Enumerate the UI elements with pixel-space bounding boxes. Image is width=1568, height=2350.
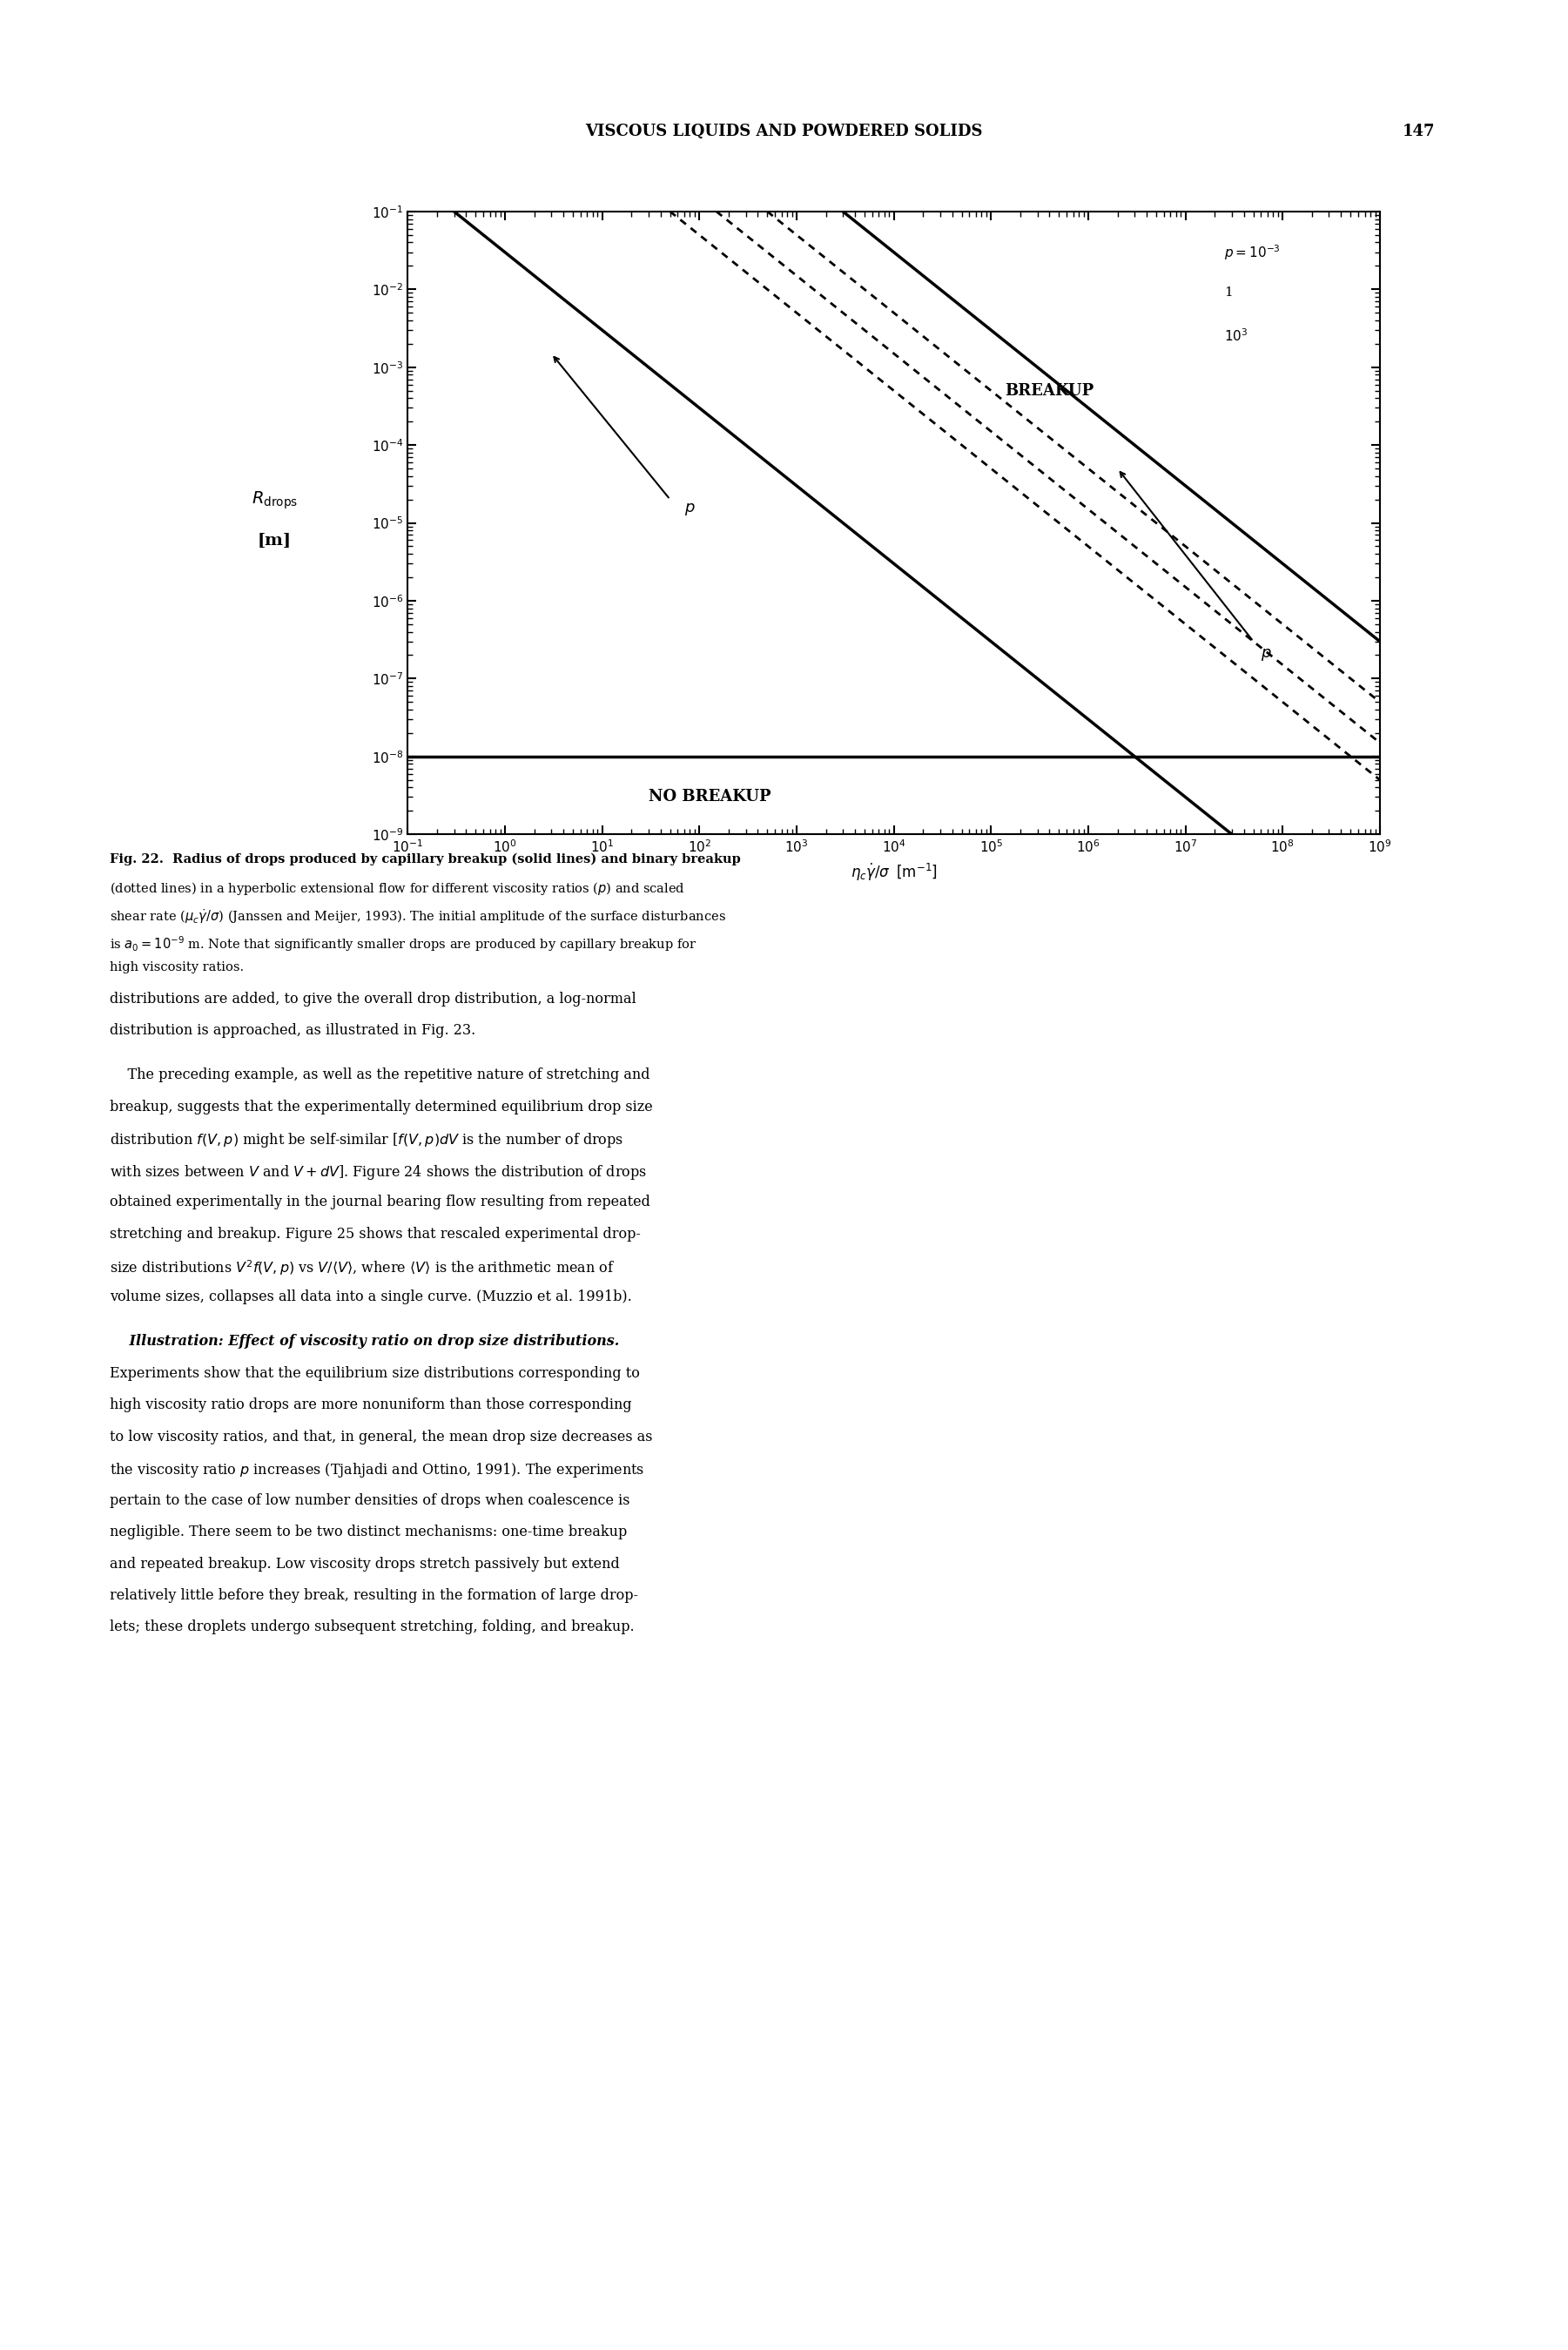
Text: $p = 10^{-3}$: $p = 10^{-3}$ — [1225, 242, 1281, 261]
Text: Illustration: Effect of viscosity ratio on drop size distributions.: Illustration: Effect of viscosity ratio … — [110, 1335, 619, 1349]
Text: $10^3$: $10^3$ — [1225, 329, 1248, 345]
Text: breakup, suggests that the experimentally determined equilibrium drop size: breakup, suggests that the experimentall… — [110, 1100, 652, 1114]
Text: (dotted lines) in a hyperbolic extensional flow for different viscosity ratios (: (dotted lines) in a hyperbolic extension… — [110, 879, 685, 898]
Text: The preceding example, as well as the repetitive nature of stretching and: The preceding example, as well as the re… — [110, 1067, 651, 1083]
Text: VISCOUS LIQUIDS AND POWDERED SOLIDS: VISCOUS LIQUIDS AND POWDERED SOLIDS — [585, 125, 983, 139]
Text: shear rate ($\mu_c\dot{\gamma}/\sigma$) (Janssen and Meijer, 1993). The initial : shear rate ($\mu_c\dot{\gamma}/\sigma$) … — [110, 907, 726, 926]
Text: $p$: $p$ — [684, 501, 695, 517]
Text: Fig. 22.  Radius of drops produced by capillary breakup (solid lines) and binary: Fig. 22. Radius of drops produced by cap… — [110, 853, 740, 865]
Text: 1: 1 — [1225, 287, 1232, 298]
Text: BREAKUP: BREAKUP — [1005, 383, 1094, 400]
Text: with sizes between $V$ and $V + dV$]. Figure 24 shows the distribution of drops: with sizes between $V$ and $V + dV$]. Fi… — [110, 1163, 648, 1182]
Text: relatively little before they break, resulting in the formation of large drop-: relatively little before they break, res… — [110, 1589, 638, 1603]
Text: high viscosity ratios.: high viscosity ratios. — [110, 961, 245, 973]
Text: distribution is approached, as illustrated in Fig. 23.: distribution is approached, as illustrat… — [110, 1025, 475, 1039]
Text: obtained experimentally in the journal bearing flow resulting from repeated: obtained experimentally in the journal b… — [110, 1194, 651, 1210]
Text: to low viscosity ratios, and that, in general, the mean drop size decreases as: to low viscosity ratios, and that, in ge… — [110, 1429, 652, 1445]
Text: the viscosity ratio $p$ increases (Tjahjadi and Ottino, 1991). The experiments: the viscosity ratio $p$ increases (Tjahj… — [110, 1462, 644, 1481]
Text: pertain to the case of low number densities of drops when coalescence is: pertain to the case of low number densit… — [110, 1492, 630, 1509]
Text: and repeated breakup. Low viscosity drops stretch passively but extend: and repeated breakup. Low viscosity drop… — [110, 1556, 619, 1572]
Text: 147: 147 — [1403, 125, 1435, 139]
Text: high viscosity ratio drops are more nonuniform than those corresponding: high viscosity ratio drops are more nonu… — [110, 1398, 632, 1412]
Text: negligible. There seem to be two distinct mechanisms: one-time breakup: negligible. There seem to be two distinc… — [110, 1525, 627, 1539]
Text: Experiments show that the equilibrium size distributions corresponding to: Experiments show that the equilibrium si… — [110, 1365, 640, 1382]
Text: stretching and breakup. Figure 25 shows that rescaled experimental drop-: stretching and breakup. Figure 25 shows … — [110, 1227, 641, 1241]
X-axis label: $\eta_c\dot{\gamma}/\sigma \;\; [\mathrm{m}^{-1}]$: $\eta_c\dot{\gamma}/\sigma \;\; [\mathrm… — [850, 862, 938, 884]
Text: volume sizes, collapses all data into a single curve. (Muzzio et al. 1991b).: volume sizes, collapses all data into a … — [110, 1290, 632, 1304]
Text: distributions are added, to give the overall drop distribution, a log-normal: distributions are added, to give the ove… — [110, 992, 637, 1006]
Text: lets; these droplets undergo subsequent stretching, folding, and breakup.: lets; these droplets undergo subsequent … — [110, 1619, 635, 1636]
Text: size distributions $V^2 f(V, p)$ vs $V/\langle V\rangle$, where $\langle V\rangl: size distributions $V^2 f(V, p)$ vs $V/\… — [110, 1257, 615, 1276]
Text: $R_{\mathrm{drops}}$: $R_{\mathrm{drops}}$ — [251, 489, 298, 512]
Text: is $a_0 = 10^{-9}$ m. Note that significantly smaller drops are produced by capi: is $a_0 = 10^{-9}$ m. Note that signific… — [110, 933, 696, 954]
Text: distribution $f(V, p)$ might be self-similar [$f(V, p)dV$ is the number of drops: distribution $f(V, p)$ might be self-sim… — [110, 1130, 624, 1149]
Text: $p$: $p$ — [1261, 646, 1272, 663]
Text: [m]: [m] — [257, 533, 292, 548]
Text: NO BREAKUP: NO BREAKUP — [649, 790, 771, 806]
